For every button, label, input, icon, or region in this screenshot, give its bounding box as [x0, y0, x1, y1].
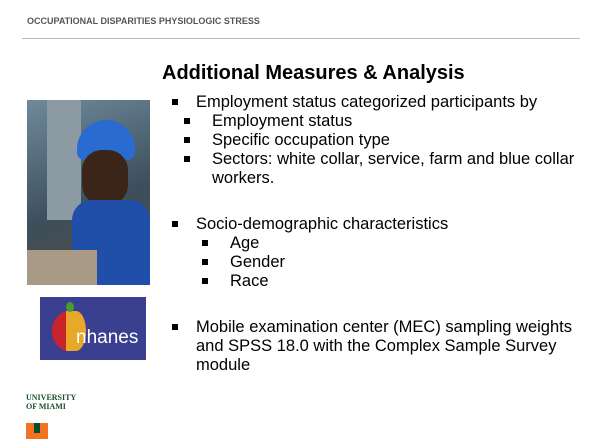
- nhanes-text: nhanes: [76, 327, 138, 349]
- header-title: OCCUPATIONAL DISPARITIES PHYSIOLOGIC STR…: [27, 16, 260, 26]
- bullet: Socio-demographic characteristics: [168, 215, 583, 234]
- nhanes-logo: nhanes: [40, 297, 146, 360]
- sub-bullet: Age: [202, 234, 583, 253]
- drill: [47, 100, 81, 220]
- sub-bullet: Race: [202, 272, 583, 291]
- slide-title: Additional Measures & Analysis: [162, 62, 465, 85]
- face: [82, 150, 128, 205]
- sub-bullet: Specific occupation type: [184, 131, 583, 150]
- bullet: Employment status categorized participan…: [168, 93, 583, 112]
- sub-bullet: Sectors: white collar, service, farm and…: [184, 150, 583, 188]
- university-line: UNIVERSITY: [26, 393, 76, 402]
- u-green: [34, 423, 40, 433]
- sub-bullet: Employment status: [184, 112, 583, 131]
- workpiece: [27, 250, 97, 285]
- university-logo: UNIVERSITY OF MIAMI: [26, 393, 76, 411]
- bullet: Mobile examination center (MEC) sampling…: [168, 318, 583, 375]
- spacer: [168, 188, 583, 215]
- header-rule: [22, 38, 580, 39]
- bullet-list: Employment status categorized participan…: [168, 93, 583, 375]
- leaf: [66, 302, 74, 312]
- slide: OCCUPATIONAL DISPARITIES PHYSIOLOGIC STR…: [0, 0, 591, 444]
- worker-photo: [27, 100, 150, 285]
- sub-bullet: Gender: [202, 253, 583, 272]
- u-logo: [26, 423, 48, 439]
- spacer: [168, 291, 583, 318]
- university-line: OF MIAMI: [26, 402, 76, 411]
